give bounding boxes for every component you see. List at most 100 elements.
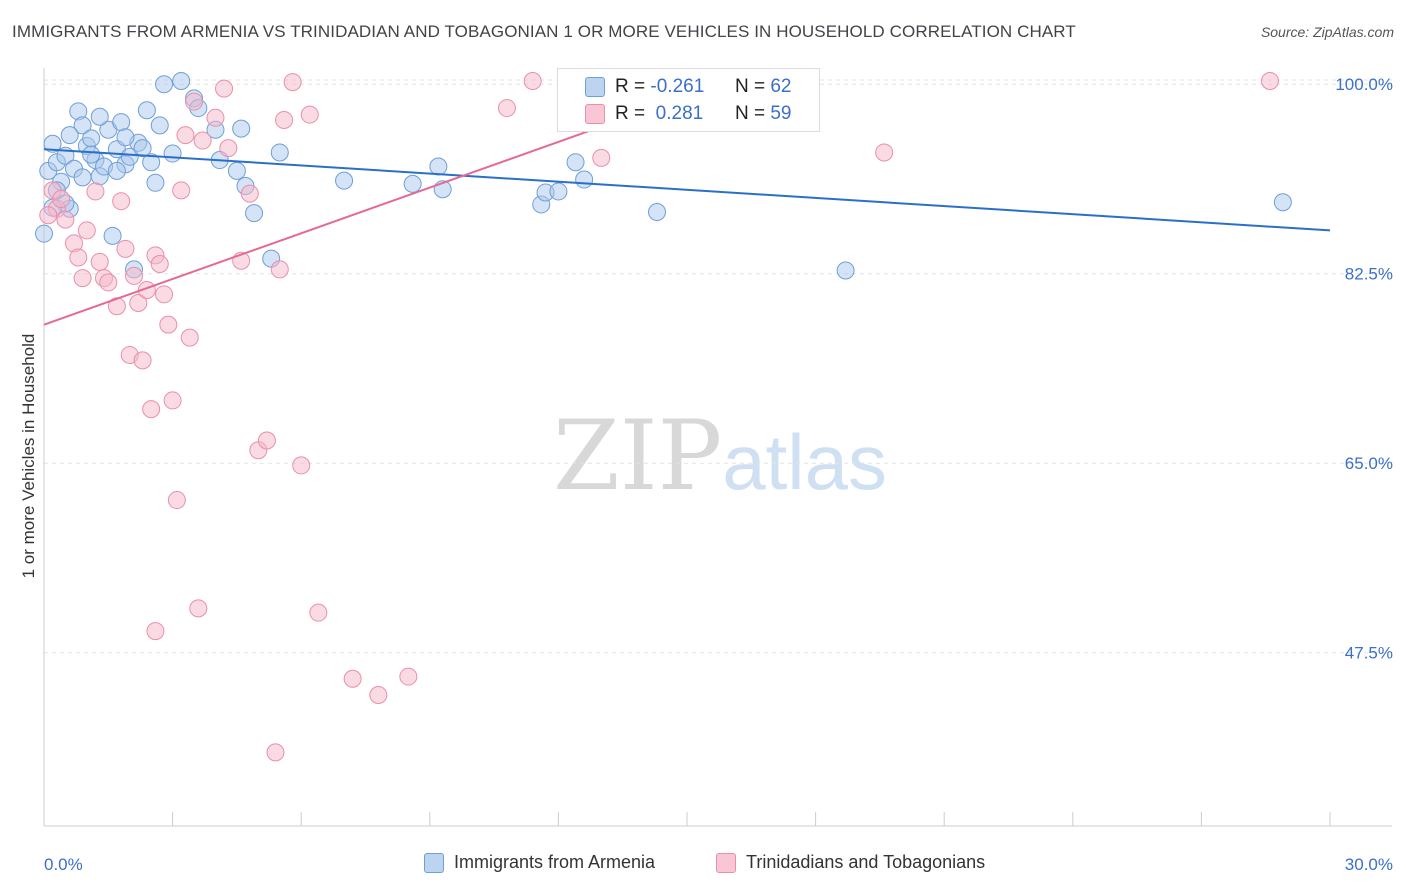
y-tick-label: 65.0%	[1345, 454, 1393, 473]
armenia-point	[116, 128, 135, 147]
armenia-point	[73, 168, 92, 187]
legend-row-trinidad: R = 0.281 N = 59	[558, 100, 791, 128]
armenia-point	[103, 226, 122, 245]
armenia-point	[549, 182, 568, 201]
trinidad-point	[875, 143, 894, 162]
trinidad-point	[146, 622, 165, 641]
trinidad-point	[155, 285, 174, 304]
armenia-point	[429, 157, 448, 176]
y-axis-title: 1 or more Vehicles in Household	[19, 334, 38, 579]
armenia-point	[232, 119, 251, 138]
legend-swatch-blue	[424, 852, 444, 873]
trinidad-point	[90, 252, 109, 271]
armenia-point	[133, 139, 152, 158]
armenia-point	[163, 144, 182, 163]
trinidad-point	[309, 603, 328, 622]
legend-row-armenia: R = -0.261 N = 62	[558, 73, 791, 101]
watermark-zip: ZIP	[553, 400, 723, 512]
trinidad-point	[399, 667, 418, 686]
trinidad-point	[215, 79, 234, 98]
trinidad-point	[283, 73, 302, 92]
legend-swatch-pink	[716, 852, 736, 873]
armenia-point	[60, 126, 79, 145]
trinidad-point	[193, 131, 212, 150]
trinidad-point	[270, 260, 289, 279]
armenia-point	[150, 116, 169, 135]
y-tick-label: 100.0%	[1335, 75, 1393, 94]
armenia-point	[137, 101, 156, 120]
trinidad-point	[129, 293, 148, 312]
trinidad-point	[172, 181, 191, 200]
watermark-atlas: atlas	[722, 418, 887, 506]
x-tick-label: 0.0%	[44, 855, 83, 874]
armenia-point	[270, 143, 289, 162]
trinidad-point	[343, 669, 362, 688]
source-credit: Source: ZipAtlas.com	[1260, 24, 1394, 40]
trinidad-point	[189, 599, 208, 618]
armenia-point	[335, 171, 354, 190]
trinidad-point	[592, 148, 611, 167]
series-legend: Immigrants from Armenia Trinidadians and…	[0, 852, 1406, 878]
armenia-point	[566, 153, 585, 172]
armenia-point	[575, 170, 594, 189]
trinidad-point	[116, 239, 135, 258]
legend-item-trinidad[interactable]: Trinidadians and Tobagonians	[716, 852, 985, 873]
legend-swatch-blue	[585, 77, 605, 97]
trinidad-point	[159, 315, 178, 334]
armenia-point	[43, 134, 62, 153]
chart-title: IMMIGRANTS FROM ARMENIA VS TRINIDADIAN A…	[12, 22, 1076, 41]
series-trinidad-points	[39, 71, 1279, 762]
y-tick-label: 47.5%	[1345, 644, 1393, 663]
armenia-point	[172, 71, 191, 90]
legend-item-armenia[interactable]: Immigrants from Armenia	[424, 852, 655, 873]
trinidad-point	[77, 221, 96, 240]
r-value: 0.281	[650, 103, 704, 124]
trinidad-point	[112, 192, 131, 211]
trinidad-point	[86, 182, 105, 201]
trinidad-point	[1260, 71, 1279, 90]
n-label: N =	[734, 76, 766, 97]
armenia-point	[155, 75, 174, 94]
axes	[43, 68, 1392, 827]
n-label: N =	[734, 103, 766, 124]
trinidad-point	[125, 266, 144, 285]
trinidad-point	[523, 71, 542, 90]
trinidad-point	[219, 139, 238, 158]
armenia-point	[227, 161, 246, 180]
trinidad-point	[185, 92, 204, 111]
grid-lines	[44, 79, 1392, 654]
r-label: R =	[615, 103, 646, 124]
trinidad-point	[56, 210, 75, 229]
trinidad-point	[176, 126, 195, 145]
trinidad-point	[292, 456, 311, 475]
correlation-legend: R = -0.261 N = 62 R = 0.281 N = 59	[557, 68, 820, 132]
armenia-point	[73, 116, 92, 135]
x-tick-label: 30.0%	[1345, 855, 1393, 874]
trinidad-point	[497, 99, 516, 118]
armenia-point	[142, 153, 161, 172]
armenia-point	[146, 173, 165, 192]
trinidad-point	[133, 351, 152, 370]
trinidad-point	[257, 431, 276, 450]
trinidad-point	[99, 273, 118, 292]
armenia-point	[35, 224, 53, 243]
x-tick-labels: 0.0% 30.0%	[44, 855, 1393, 874]
y-tick-labels: 100.0% 82.5% 65.0% 47.5%	[1335, 75, 1393, 663]
armenia-trend-line	[43, 148, 1331, 232]
trinidad-point	[73, 269, 92, 288]
trinidad-point	[39, 206, 58, 225]
trinidad-point	[180, 328, 199, 347]
trinidad-point	[369, 685, 388, 704]
trinidad-point	[150, 254, 169, 273]
legend-label: Immigrants from Armenia	[454, 852, 656, 872]
trinidad-point	[167, 491, 186, 510]
trinidad-point	[275, 110, 294, 129]
n-value: 62	[770, 76, 792, 97]
trinidad-point	[240, 184, 259, 203]
r-value: -0.261	[650, 76, 705, 97]
armenia-point	[82, 145, 101, 164]
r-label: R =	[615, 76, 646, 97]
trinidad-point	[163, 391, 182, 410]
trinidad-point	[142, 400, 161, 419]
trinidad-point	[69, 248, 88, 267]
